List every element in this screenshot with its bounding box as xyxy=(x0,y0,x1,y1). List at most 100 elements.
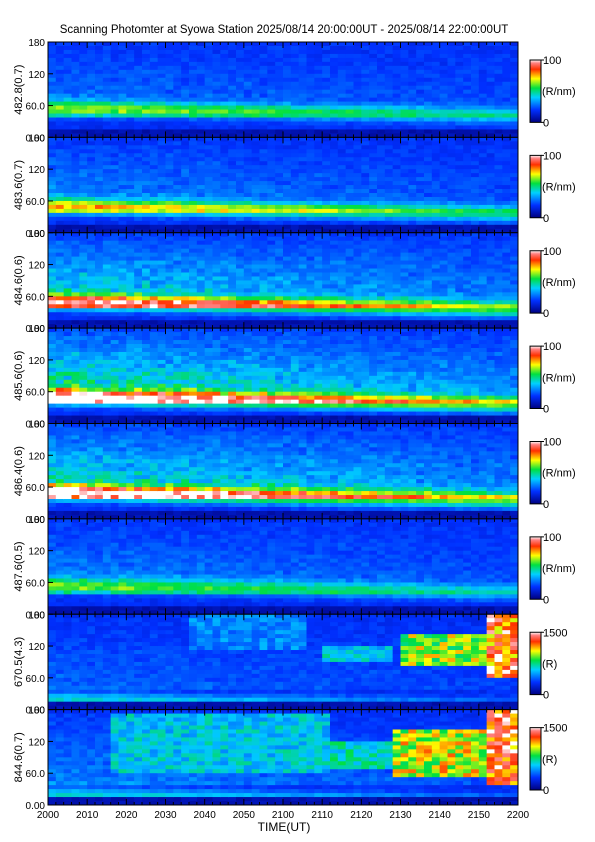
heatmap-cell xyxy=(353,312,362,317)
heatmap-cell xyxy=(102,411,112,417)
heatmap-cell xyxy=(212,200,221,206)
heatmap-cell xyxy=(361,304,370,309)
heatmap-cell xyxy=(196,105,206,111)
heatmap-cell xyxy=(400,153,409,158)
heatmap-cell xyxy=(392,73,401,79)
heatmap-cell xyxy=(290,93,300,99)
heatmap-cell xyxy=(408,157,417,162)
heatmap-cell xyxy=(275,256,284,262)
heatmap-cell xyxy=(439,101,448,107)
heatmap-cell xyxy=(314,256,323,262)
heatmap-cell xyxy=(212,121,221,126)
heatmap-cell xyxy=(306,113,315,118)
heatmap-cell xyxy=(48,300,57,305)
heatmap-cell xyxy=(431,284,441,289)
heatmap-cell xyxy=(275,224,284,230)
heatmap-cell xyxy=(71,419,80,424)
heatmap-cell xyxy=(369,181,378,186)
heatmap-cell xyxy=(486,101,495,107)
heatmap-cell xyxy=(330,42,339,47)
heatmap-cell xyxy=(71,216,80,222)
heatmap-cell xyxy=(102,73,112,79)
heatmap-cell xyxy=(189,42,198,47)
heatmap-cell xyxy=(118,391,127,397)
heatmap-cell xyxy=(126,133,135,138)
heatmap-cell xyxy=(455,308,464,313)
heatmap-cell xyxy=(494,300,503,305)
panel-ylabel: 482.8(0.7) xyxy=(13,65,25,115)
heatmap-cell xyxy=(228,181,237,186)
heatmap-cell xyxy=(134,141,143,146)
heatmap-cell xyxy=(63,308,72,313)
heatmap-cell xyxy=(157,252,166,258)
heatmap-cell xyxy=(408,248,417,254)
heatmap-cell xyxy=(345,49,354,55)
heatmap-cell xyxy=(110,363,119,369)
heatmap-cell xyxy=(212,256,221,262)
heatmap-cell xyxy=(236,189,245,194)
heatmap-cell xyxy=(95,117,104,122)
heatmap-cell xyxy=(369,45,378,51)
heatmap-cell xyxy=(236,185,245,190)
heatmap-cell xyxy=(173,304,182,309)
heatmap-cell xyxy=(337,65,347,71)
heatmap-cell xyxy=(204,97,213,103)
heatmap-cell xyxy=(384,177,394,182)
heatmap-cell xyxy=(71,169,80,174)
heatmap-cell xyxy=(126,61,135,67)
heatmap-cell xyxy=(251,264,260,270)
y-tick-label: 60.0 xyxy=(26,292,46,303)
heatmap-cell xyxy=(165,264,174,270)
heatmap-cell xyxy=(353,117,362,122)
heatmap-cell xyxy=(110,375,119,381)
heatmap-cell xyxy=(236,97,245,103)
heatmap-cell xyxy=(126,379,135,385)
heatmap-cell xyxy=(471,69,480,75)
heatmap-cell xyxy=(102,189,112,194)
heatmap-cell xyxy=(322,173,331,178)
heatmap-cell xyxy=(439,288,448,293)
heatmap-cell xyxy=(181,49,190,55)
heatmap-cell xyxy=(55,69,65,75)
heatmap-cell xyxy=(298,93,307,99)
heatmap-cell xyxy=(259,240,268,246)
heatmap-cell xyxy=(447,220,456,226)
heatmap-cell xyxy=(87,141,96,146)
heatmap-cell xyxy=(486,312,495,317)
heatmap-cell xyxy=(204,153,213,158)
heatmap-cell xyxy=(95,157,104,162)
heatmap-cell xyxy=(377,185,386,190)
heatmap-cell xyxy=(48,355,57,361)
heatmap-cell xyxy=(243,53,253,59)
heatmap-cell xyxy=(486,113,495,118)
heatmap-cell xyxy=(134,65,143,71)
heatmap-cell xyxy=(330,204,339,210)
heatmap-cell xyxy=(439,232,448,238)
heatmap-cell xyxy=(377,228,386,234)
heatmap-cell xyxy=(431,296,441,301)
heatmap-cell xyxy=(142,288,151,293)
heatmap-cell xyxy=(283,65,292,71)
heatmap-cell xyxy=(267,272,276,277)
heatmap-cell xyxy=(306,248,315,254)
heatmap-cell xyxy=(408,216,417,222)
heatmap-cell xyxy=(118,256,127,262)
heatmap-cell xyxy=(275,141,284,146)
heatmap-cell xyxy=(431,300,441,305)
heatmap-cell xyxy=(322,196,331,202)
heatmap-cell xyxy=(55,208,65,214)
heatmap-cell xyxy=(408,149,417,154)
heatmap-cell xyxy=(337,196,347,202)
heatmap-cell xyxy=(236,204,245,210)
heatmap-cell xyxy=(87,272,96,277)
heatmap-cell xyxy=(181,200,190,206)
heatmap-cell xyxy=(63,387,72,393)
heatmap-cell xyxy=(306,53,315,59)
heatmap-cell xyxy=(220,304,229,309)
heatmap-cell xyxy=(173,125,182,130)
heatmap-cell xyxy=(181,252,190,258)
heatmap-cell xyxy=(196,133,206,138)
heatmap-cell xyxy=(228,320,237,325)
heatmap-cell xyxy=(149,204,159,210)
